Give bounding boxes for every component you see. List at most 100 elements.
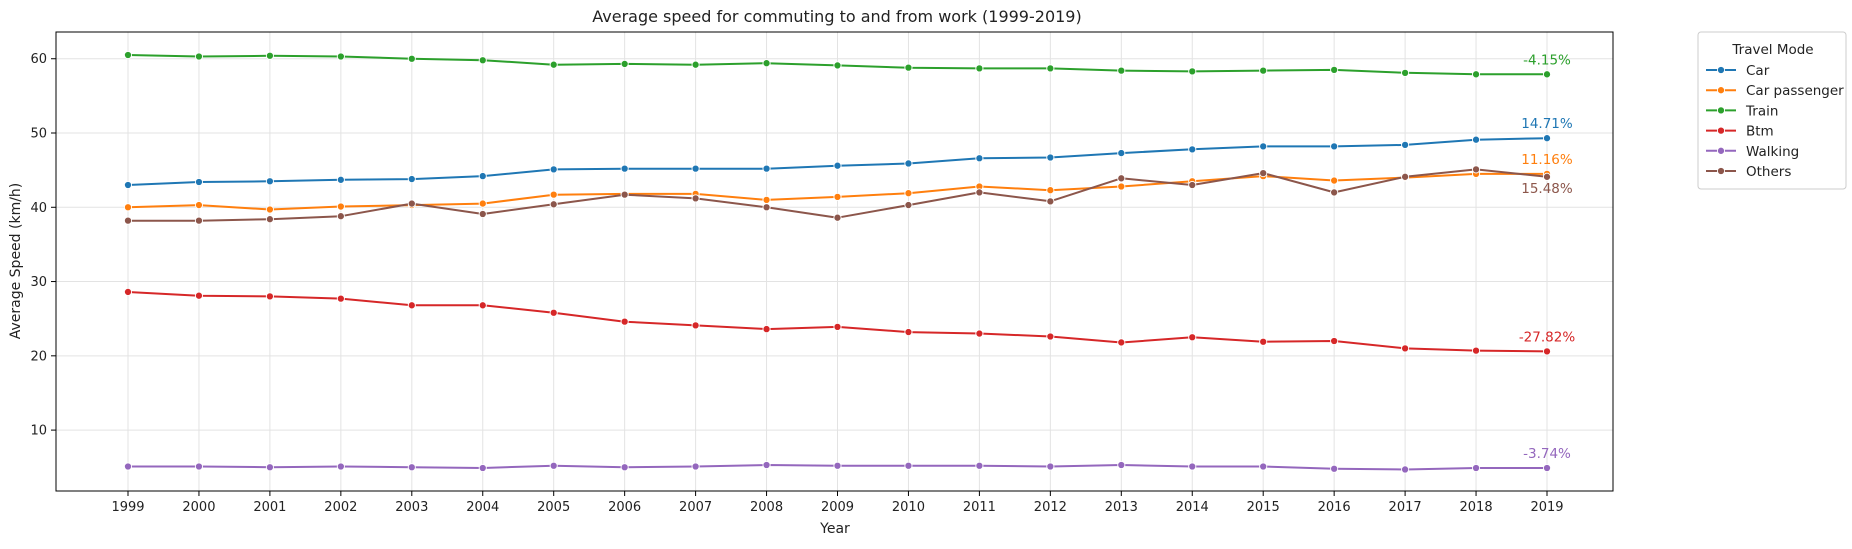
legend-marker (1716, 86, 1726, 95)
x-tick-label: 2007 (679, 500, 712, 515)
x-tick-label: 2009 (821, 500, 854, 515)
x-axis-label: Year (819, 521, 850, 537)
x-tick-label: 2011 (963, 500, 996, 515)
y-axis: 10 20 30 40 50 60 (30, 52, 56, 439)
data-point (549, 60, 558, 69)
data-point (265, 177, 274, 186)
data-point (1542, 347, 1552, 356)
data-point (1472, 346, 1481, 355)
data-point (1542, 172, 1552, 181)
legend-item: Car passenger (1706, 83, 1844, 99)
x-tick-label: 2006 (608, 500, 641, 515)
legend-label: Walking (1746, 144, 1799, 160)
data-point (1330, 176, 1339, 185)
data-point (691, 321, 700, 330)
data-point (975, 188, 984, 197)
x-tick-label: 2013 (1105, 500, 1138, 515)
data-point (407, 301, 416, 310)
legend-item: Train (1706, 103, 1778, 119)
series-train (123, 50, 1552, 79)
data-point (336, 462, 345, 471)
series-annotation: -4.15% (1523, 52, 1571, 68)
data-point (975, 461, 984, 470)
data-point (1117, 460, 1126, 470)
x-tick-label: 2001 (253, 500, 286, 515)
data-point (691, 194, 700, 203)
data-point (336, 294, 345, 303)
data-point (904, 461, 913, 470)
data-point (123, 462, 133, 471)
data-point (1330, 336, 1339, 346)
data-point (904, 201, 913, 210)
data-point (194, 216, 203, 225)
data-point (265, 292, 274, 301)
data-point (1188, 333, 1197, 342)
data-point (407, 463, 416, 472)
series-btm (123, 287, 1552, 356)
data-point (478, 301, 487, 310)
data-point (1188, 462, 1197, 471)
data-point (833, 192, 842, 201)
data-point (265, 463, 274, 472)
data-point (1259, 169, 1268, 178)
data-point (478, 209, 487, 219)
data-point (904, 328, 913, 337)
data-point (1401, 172, 1410, 181)
x-tick-label: 2010 (892, 500, 925, 515)
data-point (1046, 186, 1055, 195)
data-point (549, 461, 558, 470)
data-point (1046, 462, 1055, 471)
data-point (194, 462, 203, 471)
plot-area (55, 31, 1614, 492)
data-point (123, 180, 133, 190)
data-point (194, 201, 203, 210)
data-point (620, 59, 629, 68)
legend-box (1697, 31, 1847, 190)
data-point (1259, 66, 1268, 75)
y-tick-label: 30 (30, 275, 47, 290)
data-point (833, 461, 842, 470)
data-point (549, 190, 558, 199)
data-point (123, 50, 133, 60)
annotations: 14.71% 11.16% -4.15% -27.82% -3.74% 15.48% (1519, 52, 1576, 462)
data-point (1542, 70, 1552, 79)
data-point (1259, 462, 1268, 471)
data-point (975, 154, 984, 163)
data-point (1259, 142, 1268, 151)
data-point (1046, 197, 1055, 206)
legend-marker (1716, 146, 1726, 155)
legend-title: Travel Mode (1731, 42, 1813, 58)
x-tick-label: 2004 (466, 500, 499, 515)
x-tick-label: 2000 (182, 500, 215, 515)
data-point (123, 203, 133, 212)
data-point (762, 164, 771, 173)
x-tick-label: 2002 (324, 500, 357, 515)
series-car (123, 134, 1552, 190)
data-point (265, 51, 274, 60)
data-point (336, 212, 345, 221)
legend-label: Car (1746, 63, 1770, 79)
series-annotation: -27.82% (1519, 329, 1576, 345)
data-point (1542, 134, 1552, 143)
x-tick-label: 2005 (537, 500, 570, 515)
data-point (123, 216, 133, 225)
data-point (1046, 153, 1055, 162)
data-point (833, 161, 842, 170)
data-point (1401, 465, 1410, 474)
x-axis: 1999 2000 2001 2002 2003 2004 2005 2006 2007 2008… (111, 491, 1564, 515)
grid (56, 32, 1613, 491)
y-tick-label: 20 (30, 349, 47, 364)
x-tick-label: 2016 (1318, 500, 1351, 515)
legend-item: Car (1706, 63, 1770, 79)
data-point (620, 164, 629, 173)
data-point (691, 60, 700, 69)
data-point (1330, 142, 1339, 151)
data-point (1401, 344, 1410, 353)
data-point (833, 61, 842, 70)
data-point (1117, 66, 1126, 75)
chart-title: Average speed for commuting to and from … (592, 7, 1081, 26)
y-tick-label: 40 (30, 201, 47, 216)
data-point (194, 52, 203, 61)
x-tick-label: 2018 (1460, 500, 1493, 515)
